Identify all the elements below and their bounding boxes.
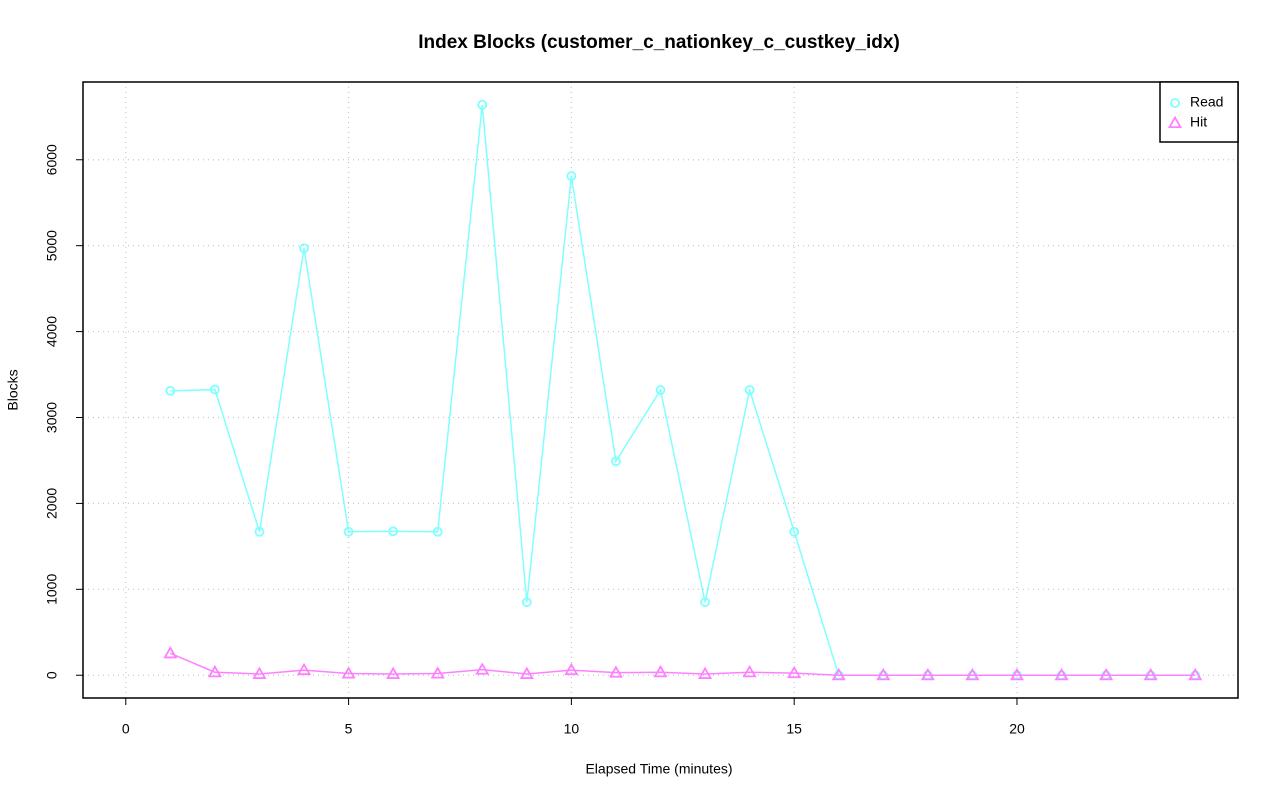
marker	[876, 667, 891, 681]
marker	[787, 665, 802, 679]
marker	[209, 384, 220, 395]
marker	[343, 526, 354, 537]
y-tick-label: 4000	[44, 316, 60, 347]
marker	[1009, 667, 1025, 681]
marker	[519, 666, 534, 679]
marker	[432, 526, 443, 537]
marker	[608, 665, 623, 678]
marker	[789, 526, 800, 537]
marker	[965, 667, 980, 681]
marker	[700, 597, 710, 608]
marker	[744, 385, 755, 395]
marker	[252, 666, 267, 679]
marker	[163, 646, 178, 659]
marker	[165, 385, 176, 396]
marker	[388, 526, 399, 537]
marker	[475, 662, 490, 675]
marker	[430, 666, 445, 679]
series-line	[170, 104, 1196, 676]
marker	[1143, 667, 1158, 681]
marker	[653, 664, 668, 678]
legend-marker	[1167, 115, 1183, 129]
plot-frame	[82, 81, 1239, 699]
marker	[742, 664, 757, 678]
y-tick-label: 5000	[44, 230, 60, 261]
y-tick-label: 0	[44, 671, 60, 679]
marker	[296, 662, 312, 676]
x-tick-label: 10	[564, 721, 580, 737]
marker	[655, 385, 666, 395]
marker	[831, 667, 846, 681]
y-axis-label: Blocks	[5, 369, 21, 410]
y-tick-label: 3000	[44, 402, 60, 433]
y-tick-label: 6000	[44, 144, 60, 175]
x-tick-label: 20	[1009, 721, 1025, 737]
marker	[386, 666, 401, 679]
marker	[341, 666, 356, 679]
x-tick-label: 0	[122, 721, 130, 737]
marker	[566, 171, 577, 181]
y-tick-label: 2000	[44, 488, 60, 519]
marker	[1099, 667, 1114, 681]
legend-marker	[1170, 98, 1180, 108]
y-tick-label: 1000	[44, 574, 60, 605]
x-tick-label: 15	[786, 721, 802, 737]
marker	[1188, 667, 1203, 681]
marker	[254, 526, 265, 537]
marker	[207, 664, 222, 678]
marker	[477, 99, 488, 110]
marker	[521, 597, 532, 608]
marker	[564, 662, 579, 676]
series-line	[170, 652, 1196, 676]
legend-label: Read	[1190, 94, 1223, 110]
marker	[611, 456, 621, 467]
marker	[299, 243, 309, 254]
marker	[1054, 667, 1069, 681]
legend-label: Hit	[1190, 114, 1207, 130]
x-axis-label: Elapsed Time (minutes)	[585, 761, 732, 777]
marker	[698, 666, 713, 679]
marker	[920, 667, 935, 681]
legend-box	[1159, 81, 1239, 143]
x-tick-label: 5	[345, 721, 353, 737]
chart-title: Index Blocks (customer_c_nationkey_c_cus…	[418, 32, 900, 53]
